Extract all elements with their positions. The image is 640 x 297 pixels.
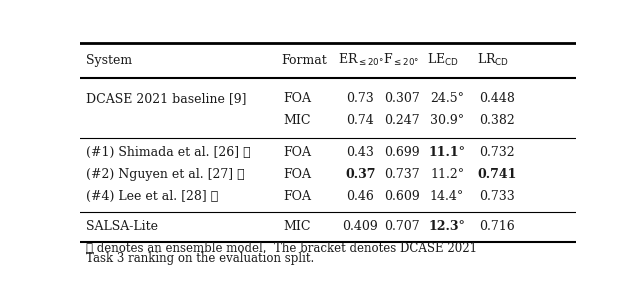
- Text: 11.2°: 11.2°: [430, 168, 464, 181]
- Text: FOA: FOA: [284, 146, 312, 159]
- Text: LE$_{\rm CD}$: LE$_{\rm CD}$: [428, 52, 459, 68]
- Text: MIC: MIC: [284, 220, 311, 233]
- Text: 30.9°: 30.9°: [430, 114, 464, 127]
- Text: Task 3 ranking on the evaluation split.: Task 3 ranking on the evaluation split.: [86, 252, 314, 265]
- Text: 0.37: 0.37: [345, 168, 376, 181]
- Text: ★ denotes an ensemble model.  The bracket denotes DCASE 2021: ★ denotes an ensemble model. The bracket…: [86, 242, 477, 255]
- Text: 0.74: 0.74: [346, 114, 374, 127]
- Text: 0.247: 0.247: [385, 114, 420, 127]
- Text: FOA: FOA: [284, 190, 312, 203]
- Text: 0.307: 0.307: [385, 92, 420, 105]
- Text: ER$_{\leq 20°}$: ER$_{\leq 20°}$: [338, 52, 384, 68]
- Text: F$_{\leq 20°}$: F$_{\leq 20°}$: [383, 52, 419, 68]
- Text: 11.1°: 11.1°: [429, 146, 465, 159]
- Text: 0.609: 0.609: [385, 190, 420, 203]
- Text: 0.409: 0.409: [342, 220, 378, 233]
- Text: (#1) Shimada et al. [26] ★: (#1) Shimada et al. [26] ★: [86, 146, 251, 159]
- Text: 0.73: 0.73: [346, 92, 374, 105]
- Text: FOA: FOA: [284, 92, 312, 105]
- Text: 0.733: 0.733: [479, 190, 515, 203]
- Text: 0.46: 0.46: [346, 190, 374, 203]
- Text: MIC: MIC: [284, 114, 311, 127]
- Text: DCASE 2021 baseline [9]: DCASE 2021 baseline [9]: [86, 92, 246, 105]
- Text: 24.5°: 24.5°: [430, 92, 464, 105]
- Text: 14.4°: 14.4°: [430, 190, 464, 203]
- Text: (#4) Lee et al. [28] ★: (#4) Lee et al. [28] ★: [86, 190, 218, 203]
- Text: (#2) Nguyen et al. [27] ★: (#2) Nguyen et al. [27] ★: [86, 168, 244, 181]
- Text: FOA: FOA: [284, 168, 312, 181]
- Text: 0.448: 0.448: [479, 92, 515, 105]
- Text: LR$_{\rm CD}$: LR$_{\rm CD}$: [477, 52, 509, 68]
- Text: 0.716: 0.716: [479, 220, 515, 233]
- Text: SALSA-Lite: SALSA-Lite: [86, 220, 158, 233]
- Text: 0.699: 0.699: [385, 146, 420, 159]
- Text: Format: Format: [281, 54, 326, 67]
- Text: 0.737: 0.737: [385, 168, 420, 181]
- Text: 0.741: 0.741: [477, 168, 516, 181]
- Text: 0.382: 0.382: [479, 114, 515, 127]
- Text: 0.732: 0.732: [479, 146, 515, 159]
- Text: 0.707: 0.707: [385, 220, 420, 233]
- Text: 12.3°: 12.3°: [429, 220, 465, 233]
- Text: 0.43: 0.43: [346, 146, 374, 159]
- Text: System: System: [86, 54, 132, 67]
